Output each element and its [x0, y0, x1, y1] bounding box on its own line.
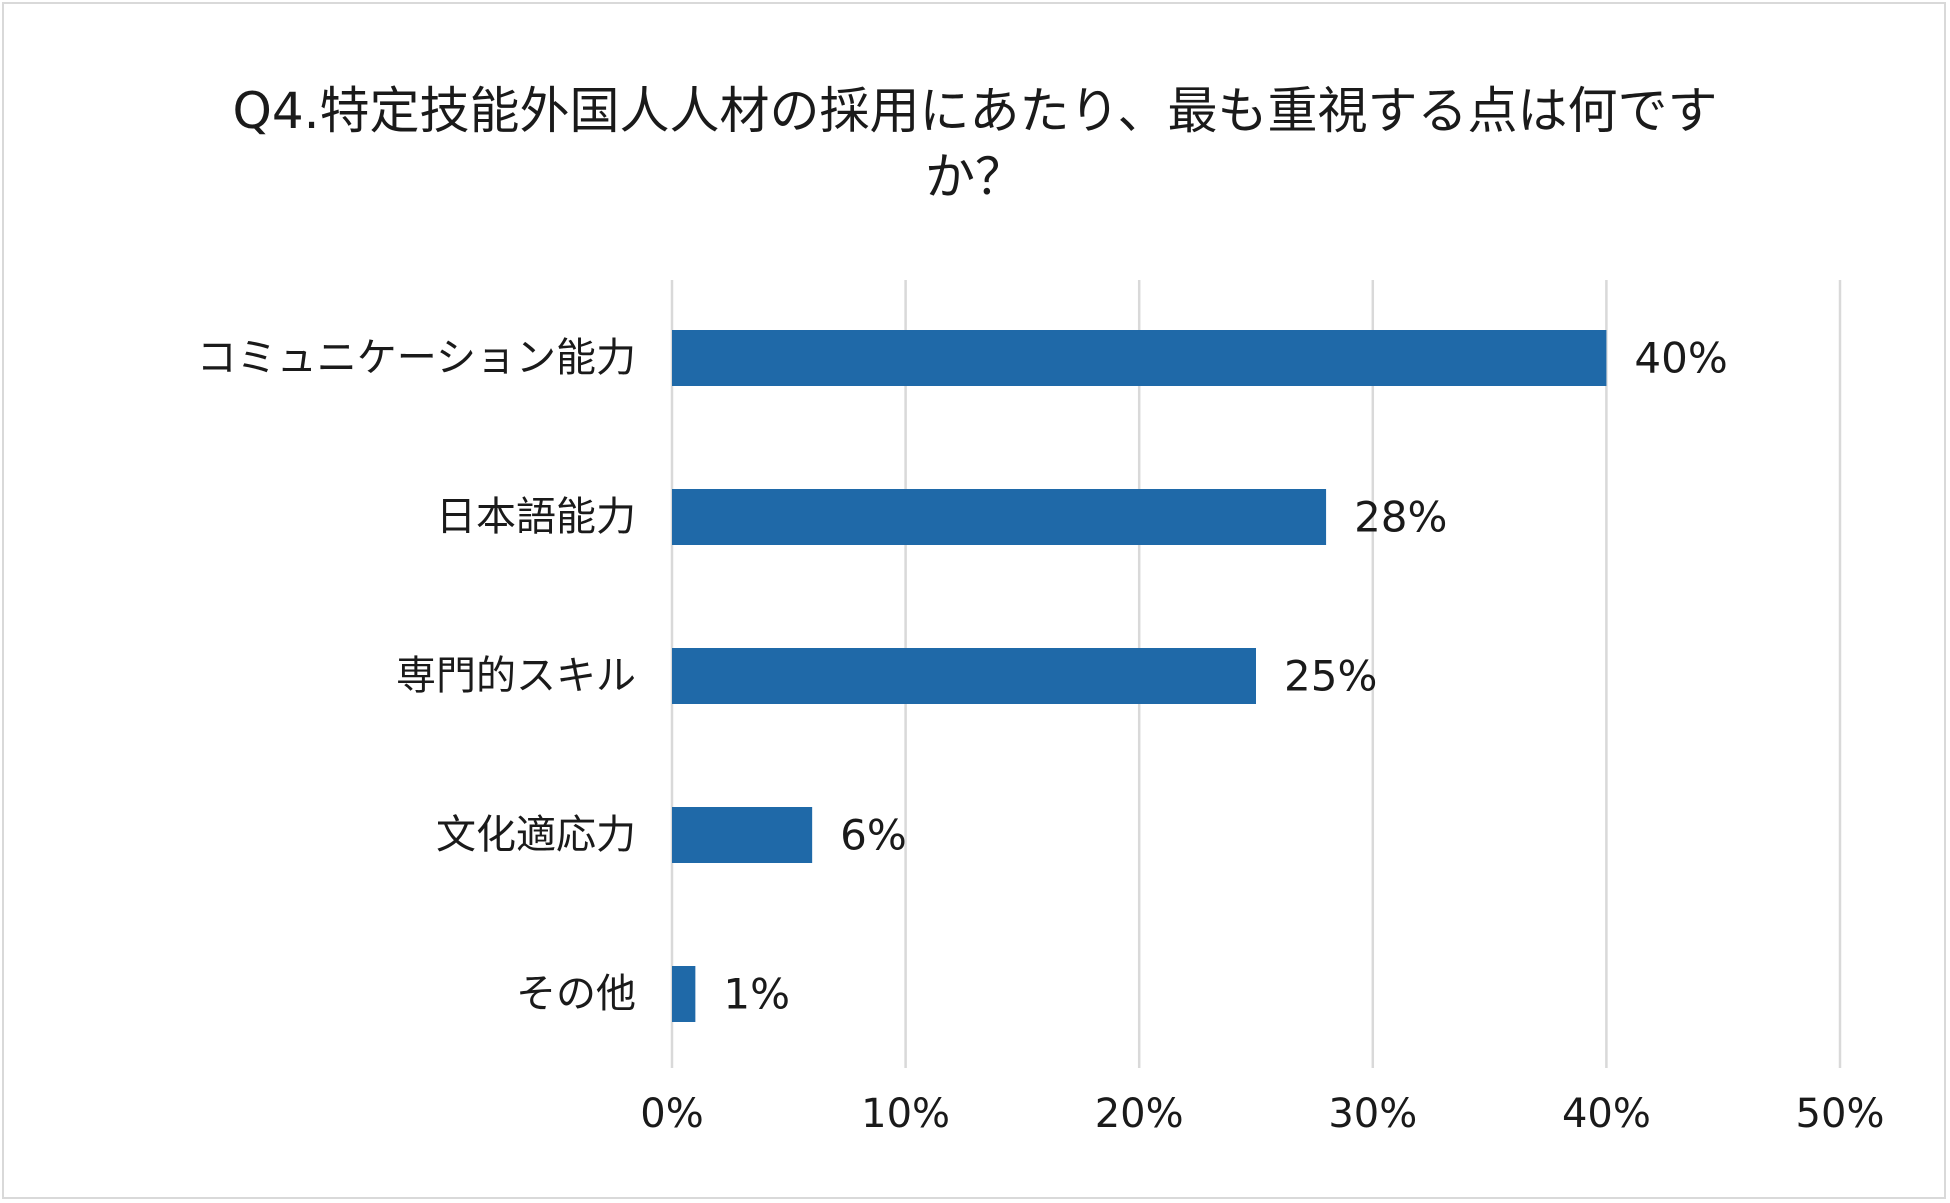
bar-0 [672, 330, 1607, 386]
x-tick-label-3: 30% [1328, 1091, 1417, 1137]
value-label-1: 28% [1354, 493, 1447, 542]
chart-title-line-2: か？ [925, 148, 1025, 206]
category-label-4: その他 [516, 971, 636, 1017]
bar-3 [672, 807, 813, 863]
category-label-0: コミュニケーション能力 [197, 335, 636, 381]
x-tick-label-5: 50% [1796, 1091, 1885, 1137]
x-tick-label-2: 20% [1095, 1091, 1184, 1137]
bar-4 [672, 966, 696, 1022]
x-tick-label-0: 0% [640, 1091, 703, 1137]
bar-1 [672, 489, 1327, 545]
category-label-1: 日本語能力 [436, 494, 636, 540]
x-tick-label-1: 10% [861, 1091, 950, 1137]
x-tick-label-4: 40% [1562, 1091, 1651, 1137]
category-label-3: 文化適応力 [436, 812, 636, 858]
value-label-2: 25% [1284, 652, 1377, 701]
value-label-3: 6% [840, 811, 907, 860]
chart-title-line-1: Q4.特定技能外国人人材の採用にあたり、最も重視する点は何です [232, 82, 1718, 140]
value-label-4: 1% [723, 970, 790, 1019]
value-label-0: 40% [1634, 334, 1727, 383]
chart-title: Q4.特定技能外国人人材の採用にあたり、最も重視する点は何です か？ [0, 78, 1950, 210]
bar-2 [672, 648, 1256, 704]
category-label-2: 専門的スキル [396, 653, 636, 699]
